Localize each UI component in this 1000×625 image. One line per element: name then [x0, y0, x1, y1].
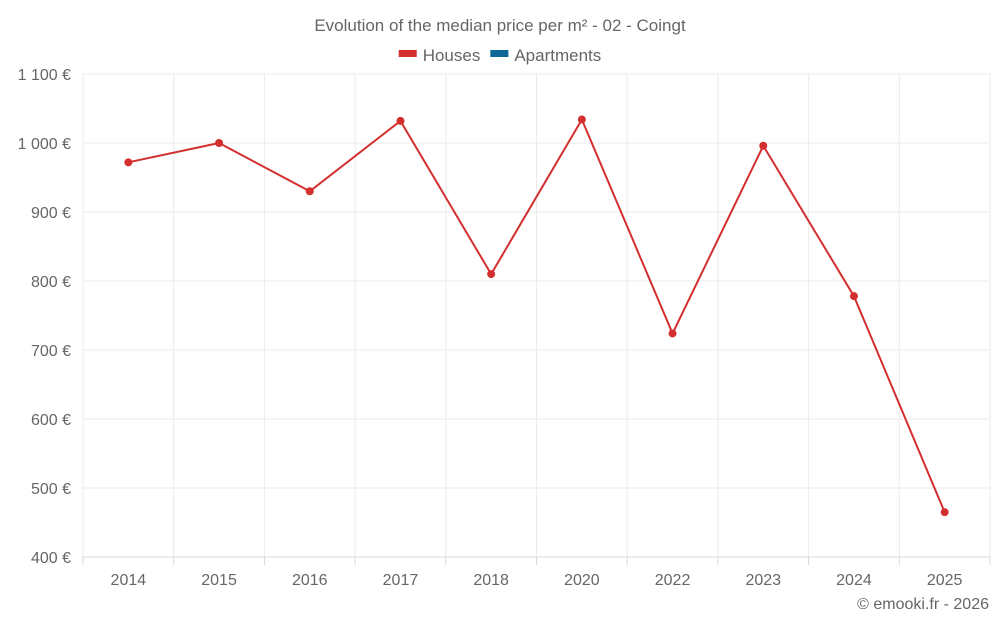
- y-tick-label: 1 000 €: [18, 136, 71, 153]
- y-tick-label: 400 €: [31, 550, 71, 567]
- x-tick-label: 2022: [655, 572, 691, 589]
- legend-swatch: [398, 50, 417, 57]
- legend-label: Houses: [423, 46, 481, 65]
- y-tick-label: 700 €: [31, 343, 71, 360]
- series-layer: [124, 115, 949, 517]
- credit-text: © emooki.fr - 2026: [857, 596, 989, 613]
- y-axis-ticks: 400 € 500 € 600 € 700 € 800 € 900 € 1 000 € 1 1…: [18, 67, 71, 567]
- legend: Houses Apartments: [398, 46, 601, 65]
- data-point-houses-2022[interactable]: [668, 329, 677, 338]
- x-axis-ticks: 2014 2015 2016 2017 2018 2020 2022 2023 2024 2025: [111, 572, 963, 589]
- legend-item-apartments[interactable]: Apartments: [490, 46, 601, 65]
- x-tick-label: 2024: [836, 572, 872, 589]
- data-point-houses-2016[interactable]: [305, 187, 314, 196]
- x-tick-label: 2023: [745, 572, 781, 589]
- x-tick-label: 2020: [564, 572, 600, 589]
- axes: [82, 556, 991, 565]
- x-tick-label: 2015: [201, 572, 237, 589]
- legend-label: Apartments: [514, 46, 601, 65]
- y-tick-label: 500 €: [31, 481, 71, 498]
- y-tick-label: 800 €: [31, 274, 71, 291]
- x-tick-label: 2025: [927, 572, 963, 589]
- legend-swatch: [490, 50, 509, 57]
- y-tick-label: 900 €: [31, 205, 71, 222]
- data-point-houses-2015[interactable]: [215, 139, 224, 147]
- chart-title: Evolution of the median price per m² - 0…: [314, 16, 686, 35]
- x-tick-label: 2014: [111, 572, 147, 589]
- data-point-houses-2024[interactable]: [849, 292, 858, 301]
- y-tick-label: 1 100 €: [18, 67, 71, 84]
- data-point-houses-2023[interactable]: [759, 141, 768, 150]
- x-tick-label: 2016: [292, 572, 328, 589]
- data-point-houses-2020[interactable]: [577, 115, 586, 124]
- series-line-houses: [128, 118, 946, 513]
- legend-item-houses[interactable]: Houses: [398, 46, 481, 65]
- x-tick-label: 2017: [383, 572, 419, 589]
- data-point-houses-2018[interactable]: [487, 270, 496, 279]
- x-gridlines: [82, 74, 991, 557]
- data-point-houses-2025[interactable]: [940, 508, 949, 517]
- y-tick-label: 600 €: [31, 412, 71, 429]
- data-point-houses-2017[interactable]: [396, 116, 405, 125]
- x-tick-label: 2018: [473, 572, 509, 589]
- data-point-houses-2014[interactable]: [124, 158, 133, 167]
